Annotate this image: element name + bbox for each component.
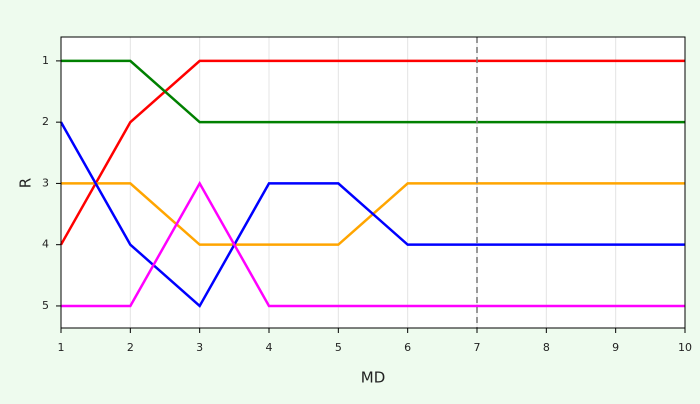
x-tick-label: 2 — [127, 341, 134, 354]
x-tick-label: 5 — [335, 341, 342, 354]
y-tick-label: 1 — [42, 54, 49, 67]
x-tick-label: 3 — [196, 341, 203, 354]
series-line — [59, 121, 685, 308]
y-tick-label: 4 — [42, 238, 49, 251]
x-tick-label: 1 — [58, 341, 65, 354]
x-tick-label: 4 — [266, 341, 273, 354]
x-tick-label: 9 — [612, 341, 619, 354]
x-tick-label: 8 — [543, 341, 550, 354]
plot-frame — [60, 36, 686, 329]
series-line — [61, 180, 685, 308]
x-tick-label: 7 — [474, 341, 481, 354]
x-tick-label: 6 — [404, 341, 411, 354]
y-axis-label: R — [17, 178, 35, 188]
x-tick-label: 10 — [678, 341, 692, 354]
series-line — [61, 59, 685, 124]
y-tick-label: 2 — [42, 115, 49, 128]
x-axis-label: MD — [361, 369, 386, 387]
y-tick-label: 3 — [42, 176, 49, 189]
y-tick-label: 5 — [42, 299, 49, 312]
